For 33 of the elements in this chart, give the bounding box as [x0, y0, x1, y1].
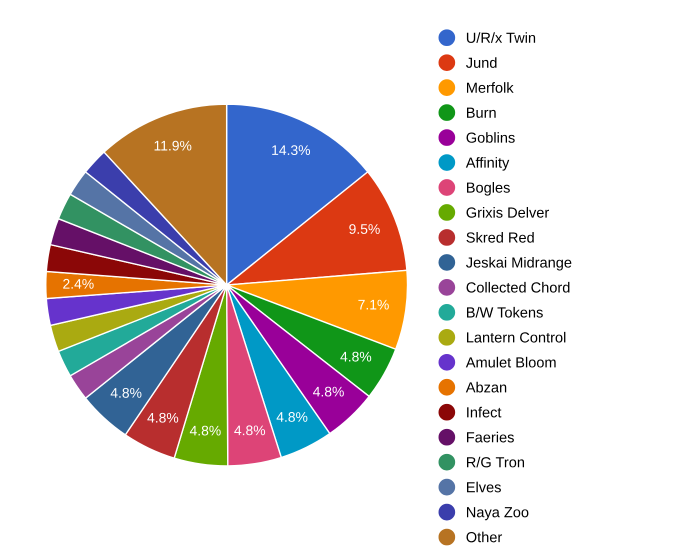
data-label: 9.5%: [349, 224, 380, 234]
legend-label: Skred Red: [466, 232, 534, 243]
legend-label: B/W Tokens: [466, 306, 543, 318]
legend-label: Collected Chord: [466, 282, 570, 293]
legend-label: Lantern Control: [466, 332, 566, 343]
legend-label: Jund: [466, 57, 496, 68]
legend-label: Burn: [466, 108, 496, 118]
legend-label: Goblins: [466, 132, 515, 143]
legend-label: Other: [466, 532, 502, 542]
legend-label: Jeskai Midrange: [466, 256, 572, 271]
data-label: 11.9%: [154, 140, 192, 151]
data-label: 2.4%: [63, 278, 94, 289]
legend-label: Infect: [467, 406, 502, 418]
data-label: 4.8%: [313, 386, 344, 397]
legend-label: R/G Tron: [466, 456, 524, 468]
legend-label: Bogles: [466, 182, 510, 196]
legend-label: Amulet Bloom: [466, 356, 556, 368]
data-label: 4.8%: [234, 425, 266, 436]
data-label: 14.3%: [272, 145, 310, 156]
legend-label: U/R/x Twin: [466, 32, 536, 43]
legend-label: Naya Zoo: [466, 507, 528, 520]
data-label: 4.8%: [147, 412, 178, 423]
data-label: 4.8%: [340, 352, 372, 362]
data-label: 4.8%: [110, 388, 142, 398]
legend-label: Affinity: [466, 157, 510, 171]
legend-label: Elves: [466, 482, 501, 492]
legend-label: Abzan: [466, 382, 506, 393]
data-label: 4.8%: [190, 426, 221, 436]
data-label: 4.8%: [276, 412, 308, 422]
legend-label: Merfolk: [466, 82, 514, 93]
legend-label: Grixis Delver: [466, 207, 550, 218]
data-label: 7.1%: [358, 300, 389, 310]
legend-label: Faeries: [466, 432, 514, 442]
